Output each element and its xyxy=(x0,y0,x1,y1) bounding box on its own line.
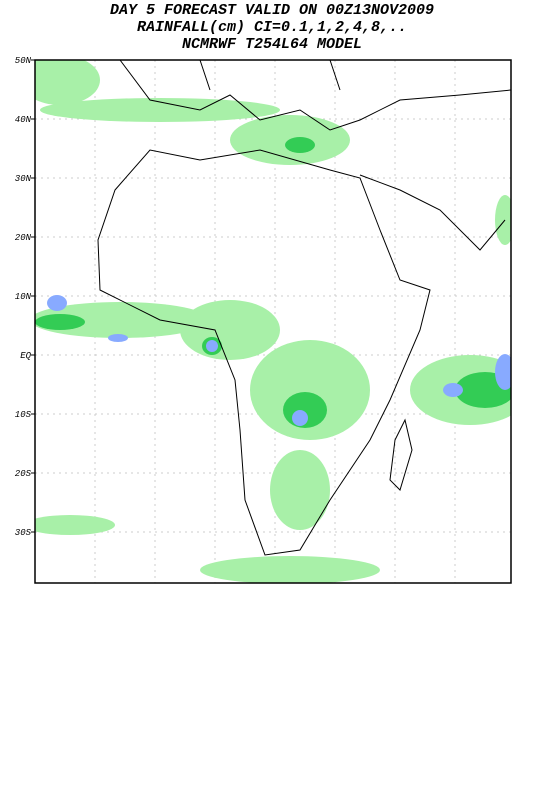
lat-label: 40N xyxy=(15,115,32,125)
africa-outline xyxy=(97,149,431,556)
lat-label: 30N xyxy=(15,174,32,184)
lat-label: 50N xyxy=(15,56,32,66)
lat-label: 20N xyxy=(15,233,32,243)
map-area xyxy=(35,60,511,583)
rain-area xyxy=(292,410,308,426)
map-frame xyxy=(34,59,512,584)
lat-label: 30S xyxy=(15,528,32,538)
rain-area xyxy=(35,515,115,535)
rain-area xyxy=(495,195,511,245)
rain-area xyxy=(108,334,128,342)
lat-label: 20S xyxy=(15,469,32,479)
rain-area xyxy=(35,302,210,338)
rain-area xyxy=(250,340,370,440)
title-line: DAY 5 FORECAST VALID ON 00Z13NOV2009 xyxy=(110,2,434,19)
rain-area xyxy=(180,300,280,360)
rain-area xyxy=(285,137,315,153)
rain-heavy xyxy=(47,295,511,426)
rain-area xyxy=(35,314,85,330)
lat-label: EQ xyxy=(20,351,31,361)
rain-area xyxy=(35,60,100,105)
rain-area xyxy=(47,295,67,311)
rain-area xyxy=(40,98,280,122)
lat-label: 10N xyxy=(15,292,32,302)
rain-area xyxy=(270,450,330,530)
rain-area xyxy=(443,383,463,397)
rain-area xyxy=(495,354,511,390)
rain-light xyxy=(35,60,511,583)
coastlines xyxy=(119,60,511,251)
title-line: NCMRWF T254L64 MODEL xyxy=(182,36,362,53)
rain-area xyxy=(200,556,380,583)
madagascar-outline xyxy=(389,418,413,491)
title-line: RAINFALL(cm) CI=0.1,1,2,4,8,.. xyxy=(137,19,407,36)
lat-label: 10S xyxy=(15,410,32,420)
rain-area xyxy=(206,340,218,352)
